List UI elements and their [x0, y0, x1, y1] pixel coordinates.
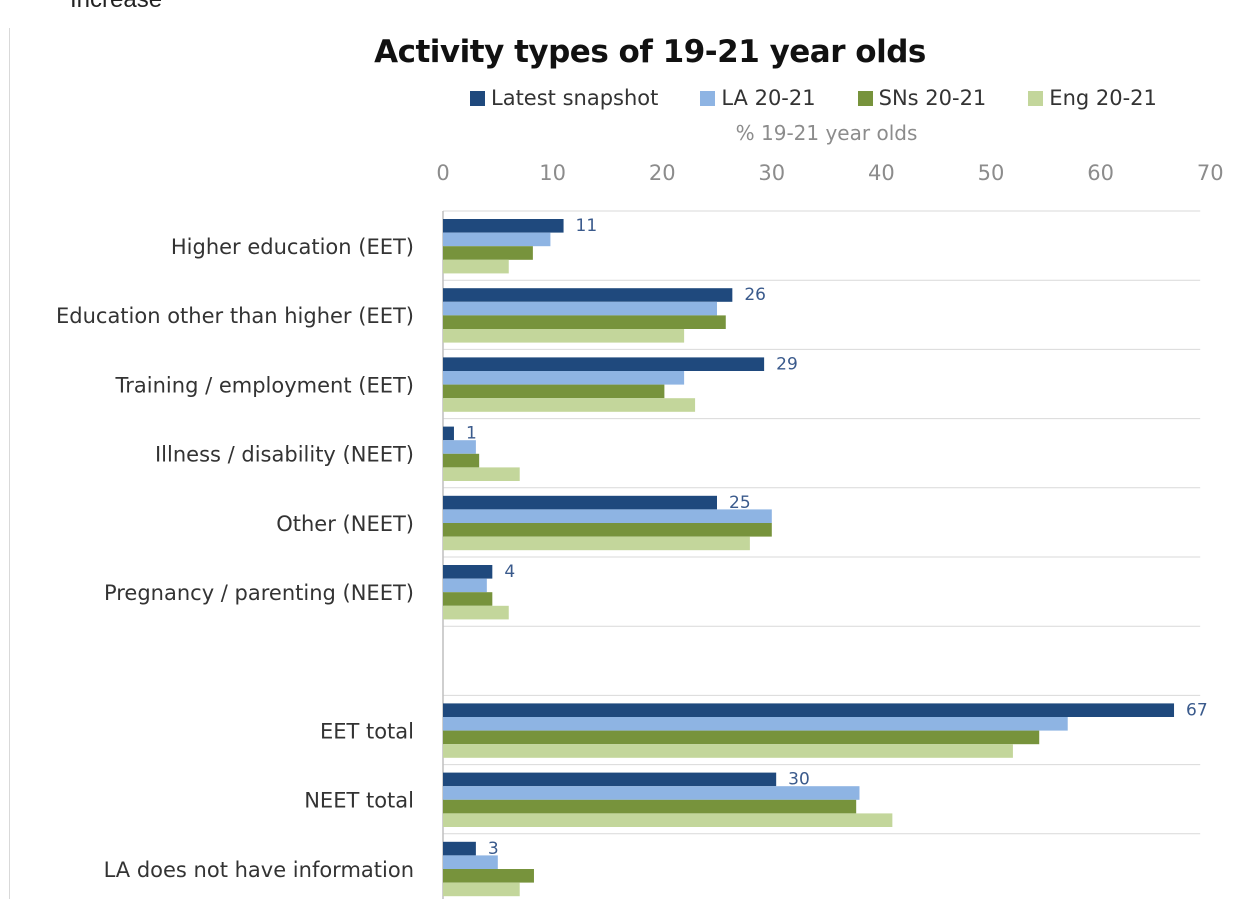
legend-item: Eng 20-21 — [1028, 86, 1157, 110]
bar — [443, 565, 493, 579]
data-label: 3 — [488, 839, 499, 859]
x-axis-title: % 19-21 year olds — [735, 121, 918, 145]
bar — [443, 772, 777, 787]
bar — [443, 523, 772, 537]
bar — [443, 467, 520, 481]
category-label: NEET total — [304, 789, 414, 813]
data-label: 67 — [1186, 700, 1208, 720]
legend-label: Latest snapshot — [491, 86, 659, 110]
bar — [443, 495, 717, 510]
data-label: 1 — [466, 424, 477, 444]
bar — [443, 813, 893, 827]
data-label: 4 — [504, 562, 515, 582]
page-border-line — [9, 28, 10, 899]
bar — [443, 786, 860, 800]
category-label: Higher education (EET) — [171, 235, 414, 259]
bar — [443, 426, 454, 441]
data-label: 25 — [729, 493, 751, 513]
data-label: 11 — [576, 216, 598, 236]
bar — [443, 219, 564, 233]
bar — [443, 882, 520, 897]
bar — [443, 855, 498, 869]
bar — [443, 717, 1068, 731]
category-label: EET total — [320, 719, 414, 743]
bar — [443, 578, 487, 593]
category-label: Education other than higher (EET) — [56, 304, 414, 328]
bar — [443, 703, 1175, 717]
bar — [443, 799, 857, 814]
bar — [443, 232, 551, 247]
x-tick-label: 10 — [539, 161, 566, 185]
legend-swatch — [700, 90, 716, 106]
x-tick-label: 20 — [649, 161, 676, 185]
bar — [443, 357, 765, 371]
category-label: Training / employment (EET) — [115, 373, 414, 397]
bar — [443, 605, 509, 620]
legend-label: SNs 20-21 — [878, 86, 987, 110]
bar — [443, 315, 726, 329]
legend-item: LA 20-21 — [700, 86, 816, 110]
legend-item: Latest snapshot — [470, 86, 658, 110]
data-label: 29 — [776, 354, 798, 374]
bar — [443, 841, 476, 856]
legend-swatch — [470, 90, 485, 106]
category-label: Illness / disability (NEET) — [155, 443, 414, 467]
legend-item: SNs 20-21 — [857, 86, 987, 110]
data-label: 26 — [744, 285, 766, 305]
x-tick-label: 30 — [758, 161, 785, 185]
category-label: Pregnancy / parenting (NEET) — [104, 581, 414, 605]
x-tick-label: 50 — [978, 161, 1005, 185]
legend-label: Eng 20-21 — [1049, 86, 1157, 110]
bar — [443, 453, 480, 468]
data-label: 30 — [788, 770, 810, 790]
bar — [443, 384, 665, 399]
chart-title: Activity types of 19-21 year olds — [374, 34, 926, 70]
chart-legend: Latest snapshot LA 20-21 SNs 20-21 Eng 20-2… — [470, 84, 1157, 112]
cropped-text-fragment: Increase — [70, 0, 162, 14]
bar — [443, 259, 509, 274]
bar — [443, 329, 685, 343]
bar — [443, 371, 685, 385]
bar — [443, 246, 533, 260]
bar — [443, 730, 1040, 745]
bar — [443, 288, 733, 302]
category-label: Other (NEET) — [276, 512, 414, 536]
x-tick-label: 60 — [1087, 161, 1114, 185]
bar — [443, 509, 772, 523]
bar — [443, 440, 476, 454]
x-tick-label: 70 — [1197, 161, 1224, 185]
legend-swatch — [1028, 90, 1044, 106]
legend-swatch — [857, 90, 873, 106]
x-tick-label: 0 — [436, 161, 449, 185]
bar — [443, 398, 696, 412]
bar — [443, 869, 534, 883]
bar — [443, 592, 493, 606]
bar — [443, 536, 750, 551]
legend-label: LA 20-21 — [721, 86, 816, 110]
bar — [443, 301, 717, 316]
category-label: LA does not have information — [104, 858, 414, 882]
bar — [443, 744, 1013, 758]
x-tick-label: 40 — [868, 161, 895, 185]
